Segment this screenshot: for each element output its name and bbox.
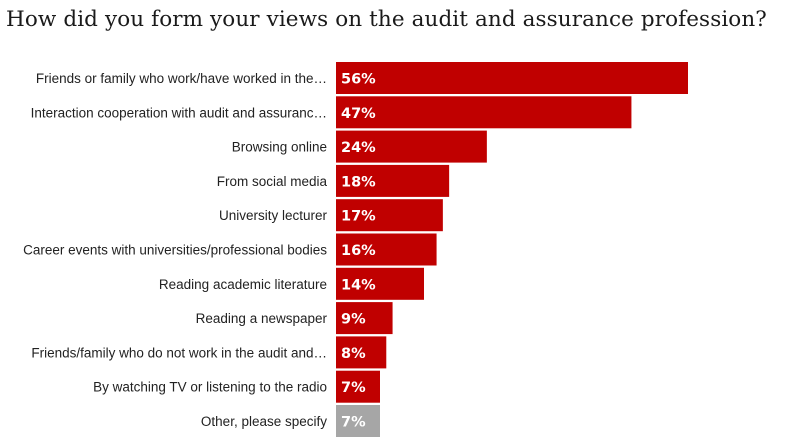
category-label: By watching TV or listening to the radio [93,380,327,395]
category-label: Reading academic literature [159,277,327,292]
bar [336,370,380,403]
value-label: 16% [341,243,376,259]
value-label: 7% [341,380,366,396]
value-label: 14% [341,277,376,293]
value-label: 47% [341,106,376,122]
bar [336,405,380,437]
value-label: 24% [341,140,376,156]
value-label: 9% [341,312,366,328]
category-label: Friends or family who work/have worked i… [36,71,327,86]
bar [336,336,387,369]
value-label: 56% [341,72,376,88]
chart-title: How did you form your views on the audit… [6,7,767,32]
bar [336,302,393,335]
value-label: 8% [341,346,366,362]
bar [336,267,424,300]
bar [336,62,688,94]
bar [336,199,443,232]
category-label: Interaction cooperation with audit and a… [31,105,327,120]
category-label: From social media [217,174,328,189]
category-label: Friends/family who do not work in the au… [31,345,327,360]
value-label: 7% [341,415,366,431]
bar [336,164,450,197]
value-label: 17% [341,209,376,225]
bar [336,233,437,266]
category-label: Browsing online [232,140,327,155]
category-label: University lecturer [219,208,328,223]
value-label: 18% [341,174,376,190]
bar [336,130,487,163]
category-label: Other, please specify [201,414,327,429]
bar [336,96,632,129]
category-label: Reading a newspaper [196,311,328,326]
category-label: Career events with universities/professi… [23,243,327,258]
